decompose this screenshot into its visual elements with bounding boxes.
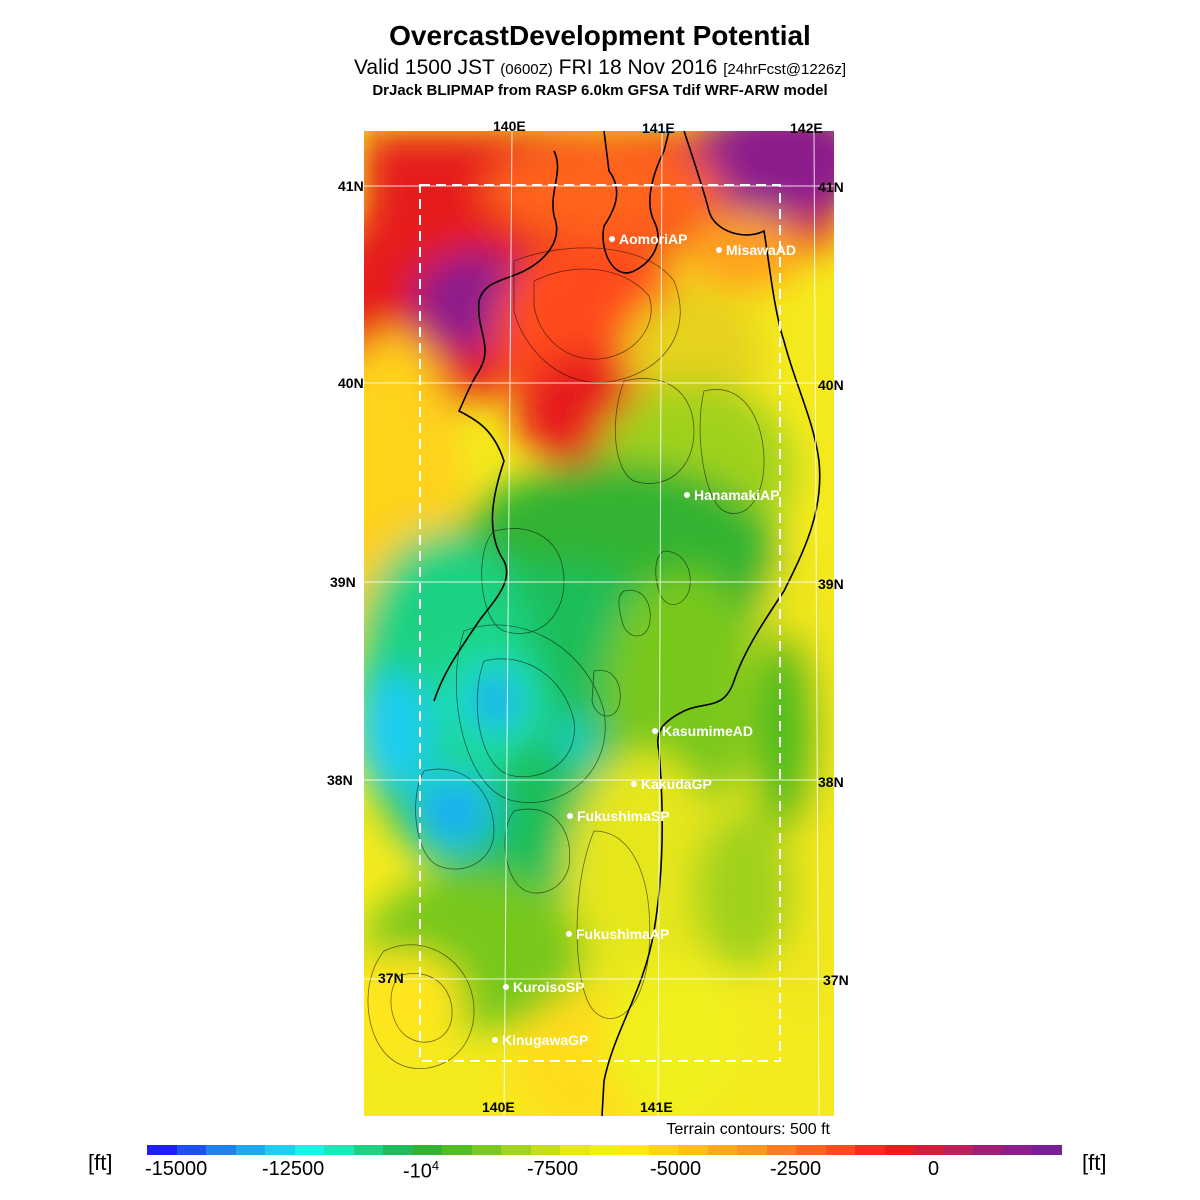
colorbar-label-minus2500: -2500 xyxy=(770,1158,822,1180)
station-marker xyxy=(652,728,658,734)
colorbar-swatch xyxy=(678,1145,708,1155)
colorbar-swatch xyxy=(1002,1145,1033,1155)
lon-label-top-140e: 140E xyxy=(493,118,526,134)
map-field xyxy=(364,131,834,1116)
station-marker xyxy=(684,492,690,498)
colorbar-swatch xyxy=(471,1145,502,1155)
colorbar-swatch xyxy=(589,1145,620,1155)
colorbar-swatch xyxy=(442,1145,472,1155)
station-hanamakiap: HanamakiAP xyxy=(684,487,780,503)
colorbar-swatch xyxy=(560,1145,590,1155)
colorbar-swatch xyxy=(973,1145,1003,1155)
lat-label-left-41n: 41N xyxy=(338,178,364,194)
lat-label-right-38n: 38N xyxy=(818,774,844,790)
colorbar-unit-left: [ft] xyxy=(88,1150,113,1175)
valid-date: FRI 18 Nov 2016 xyxy=(558,56,718,79)
lon-label-top-141e: 141E xyxy=(642,120,675,136)
station-marker xyxy=(716,247,722,253)
colorbar-swatch xyxy=(176,1145,207,1155)
colorbar-swatch xyxy=(353,1145,384,1155)
valid-time: Valid 1500 JST xyxy=(353,56,495,79)
station-fukushimasp: FukushimaSP xyxy=(567,808,670,824)
colorbar-label-minus5000: -5000 xyxy=(650,1158,702,1180)
colorbar-swatch xyxy=(619,1145,649,1155)
forecast-map xyxy=(364,131,834,1116)
lon-label-bottom-141e: 141E xyxy=(640,1099,673,1115)
station-marker xyxy=(609,236,615,242)
colorbar-swatch xyxy=(324,1145,354,1155)
colorbar-swatch xyxy=(914,1145,944,1155)
colorbar-label-minus12500: -12500 xyxy=(262,1158,325,1180)
map-subtitle: Valid 1500 JST (0600Z) FRI 18 Nov 2016 [… xyxy=(0,56,1200,80)
colorbar-swatch xyxy=(825,1145,856,1155)
colorbar-swatch xyxy=(855,1145,885,1155)
colorbar-swatch xyxy=(235,1145,266,1155)
lat-label-right-37n: 37N xyxy=(823,972,849,988)
station-aomoriap: AomoriAP xyxy=(609,231,687,247)
station-marker xyxy=(631,781,637,787)
station-fukushimaap: FukushimaAP xyxy=(566,926,669,942)
terrain-contours-note: Terrain contours: 500 ft xyxy=(666,1121,830,1138)
colorbar-swatch xyxy=(737,1145,767,1155)
lat-label-left-40n: 40N xyxy=(338,375,364,391)
colorbar-swatch xyxy=(530,1145,561,1155)
colorbar-swatch xyxy=(412,1145,443,1155)
station-kuroisosp: KuroisoSP xyxy=(503,979,585,995)
lat-label-left-38n: 38N xyxy=(327,772,353,788)
station-kinugawagp: KinugawaGP xyxy=(492,1032,588,1048)
lat-label-right-40n: 40N xyxy=(818,377,844,393)
station-kasumimead: KasumimeAD xyxy=(652,723,753,739)
colorbar-swatch xyxy=(501,1145,531,1155)
colorbar xyxy=(147,1145,1062,1155)
colorbar-label-zero: 0 xyxy=(928,1158,940,1180)
utc-time: (0600Z) xyxy=(500,61,553,78)
forecast-info: [24hrFcst@1226z] xyxy=(723,61,847,78)
colorbar-swatch xyxy=(383,1145,413,1155)
colorbar-swatch xyxy=(766,1145,797,1155)
colorbar-swatch xyxy=(294,1145,325,1155)
station-marker xyxy=(567,813,573,819)
colorbar-label-minus7500: -7500 xyxy=(527,1158,579,1180)
colorbar-unit-right: [ft] xyxy=(1082,1150,1107,1175)
colorbar-swatch xyxy=(265,1145,295,1155)
station-marker xyxy=(492,1037,498,1043)
colorbar-swatch xyxy=(147,1145,177,1155)
lon-label-top-142e: 142E xyxy=(790,120,823,136)
station-kakudagp: KakudaGP xyxy=(631,776,712,792)
colorbar-label-minus10e4: -104 xyxy=(403,1158,440,1183)
map-title: OvercastDevelopment Potential xyxy=(389,20,811,51)
colorbar-swatch xyxy=(796,1145,826,1155)
station-misawaad: MisawaAD xyxy=(716,242,796,258)
colorbar-label-minus15000: -15000 xyxy=(145,1158,208,1180)
colorbar-swatch xyxy=(707,1145,738,1155)
colorbar-swatch xyxy=(1032,1145,1062,1155)
model-description: DrJack BLIPMAP from RASP 6.0km GFSA Tdif… xyxy=(372,82,828,99)
colorbar-swatch xyxy=(206,1145,236,1155)
station-marker xyxy=(566,931,572,937)
lat-label-right-39n: 39N xyxy=(818,576,844,592)
station-marker xyxy=(503,984,509,990)
lon-label-bottom-140e: 140E xyxy=(482,1099,515,1115)
colorbar-swatch xyxy=(884,1145,915,1155)
colorbar-swatch xyxy=(648,1145,679,1155)
lat-label-left-39n: 39N xyxy=(330,574,356,590)
lat-label-right-41n: 41N xyxy=(818,179,844,195)
colorbar-swatch xyxy=(943,1145,974,1155)
lat-label-left-37n: 37N xyxy=(378,970,404,986)
